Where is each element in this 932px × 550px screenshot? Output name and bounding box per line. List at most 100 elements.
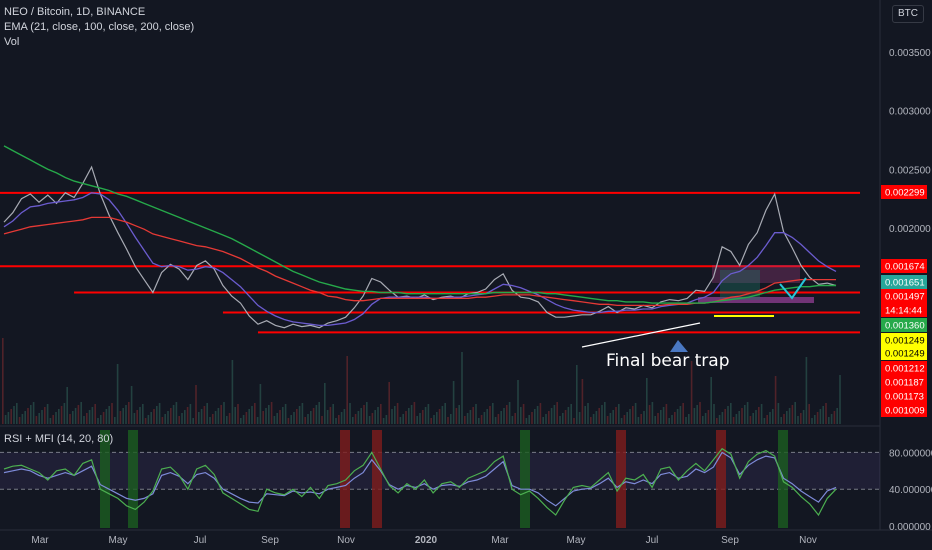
volume-bar — [819, 409, 822, 424]
volume-bar — [598, 408, 600, 424]
highlight-box-green — [720, 270, 760, 300]
volume-bar — [503, 408, 505, 424]
rsi-tick-label: 0.000000 — [889, 522, 931, 533]
volume-bar — [335, 418, 337, 424]
volume-bar — [102, 412, 105, 424]
volume-bar — [427, 404, 430, 424]
volume-bar — [525, 418, 528, 424]
volume-bar — [181, 413, 183, 424]
volume-bar — [363, 405, 365, 424]
volume-bar — [483, 412, 486, 424]
volume-bar — [394, 406, 396, 424]
volume-bar — [654, 416, 656, 424]
volume-bar — [338, 415, 340, 424]
volume-bar — [268, 405, 270, 424]
volume-bar — [161, 417, 164, 424]
volume-bar — [10, 409, 12, 424]
volume-bar — [542, 417, 544, 424]
volume-bar — [402, 414, 404, 424]
volume-bar — [629, 409, 631, 424]
volume-bar — [595, 411, 598, 424]
volume-bar — [416, 416, 418, 424]
volume-bar — [111, 403, 113, 424]
volume-bar — [430, 418, 432, 424]
volume-bar — [60, 406, 63, 424]
rsi-signal-bar — [372, 430, 382, 528]
volume-bar — [788, 408, 791, 424]
volume-bar — [811, 418, 813, 424]
volume-bar — [58, 409, 60, 424]
volume-bar — [413, 402, 416, 424]
volume-bar — [744, 405, 746, 424]
volume-bar — [472, 407, 474, 424]
volume-bar — [766, 415, 768, 424]
volume-bar — [668, 418, 670, 424]
volume-bar — [783, 414, 785, 424]
volume-bar — [489, 406, 491, 424]
volume-bar — [438, 409, 441, 424]
price-label-tag — [881, 259, 927, 273]
volume-bar — [578, 412, 581, 424]
volume-bar — [531, 412, 533, 424]
time-axis-label: Jul — [194, 535, 207, 546]
volume-bar — [769, 412, 771, 424]
volume-bar — [125, 405, 127, 424]
volume-bar — [385, 415, 388, 424]
volume-bar — [606, 416, 609, 424]
price-label-tag — [881, 303, 927, 317]
volume-bar — [410, 405, 413, 424]
volume-bar — [814, 415, 816, 424]
time-axis-label: 2020 — [415, 535, 438, 546]
volume-bar — [522, 404, 525, 424]
volume-bar — [612, 410, 614, 424]
volume-bar — [44, 407, 46, 424]
volume-bar — [248, 409, 250, 424]
volume-bar — [133, 413, 136, 424]
volume-bar — [346, 356, 348, 424]
bear-trap-arrow-icon — [670, 340, 688, 352]
volume-bar — [340, 412, 343, 424]
price-label-tag — [881, 403, 927, 417]
volume-bar — [69, 414, 71, 424]
volume-bar — [492, 403, 494, 424]
volume-bar — [822, 406, 824, 424]
volume-bar — [388, 382, 390, 424]
volume-bar — [732, 417, 735, 424]
volume-bar — [21, 414, 24, 424]
volume-bar — [16, 403, 18, 424]
volume-bar — [671, 415, 673, 424]
volume-bar — [97, 418, 99, 424]
volume-bar — [620, 418, 623, 424]
volume-bar — [279, 410, 281, 424]
volume-bar — [318, 402, 320, 424]
volume-bar — [581, 379, 584, 424]
currency-button[interactable]: BTC — [892, 5, 924, 23]
rsi-tick-label: 80.000000 — [889, 448, 932, 459]
volume-bar — [209, 417, 211, 424]
volume-bar — [604, 402, 606, 424]
volume-bar — [422, 410, 424, 424]
volume-bar — [214, 411, 217, 424]
price-label-tag — [881, 346, 927, 360]
price-label-text: 0.001212 — [885, 364, 925, 375]
volume-bar — [713, 404, 715, 424]
volume-bar — [136, 410, 138, 424]
volume-bar — [794, 402, 796, 424]
price-tick-label: 0.002000 — [889, 224, 931, 235]
volume-bar — [609, 413, 612, 424]
volume-bar — [760, 404, 763, 424]
volume-bar — [220, 405, 222, 424]
volume-bar — [223, 402, 225, 424]
rsi-signal-bar — [100, 430, 110, 528]
volume-bar — [626, 412, 628, 424]
price-label-text: 0.001187 — [885, 378, 924, 389]
volume-bar — [564, 410, 567, 424]
volume-bar — [685, 417, 687, 424]
volume-bar — [273, 416, 276, 424]
volume-bar — [545, 414, 547, 424]
rsi-line-mfi — [3, 447, 837, 517]
price-label-text: 14:14:44 — [885, 306, 922, 317]
time-axis-label: Nov — [799, 535, 817, 546]
